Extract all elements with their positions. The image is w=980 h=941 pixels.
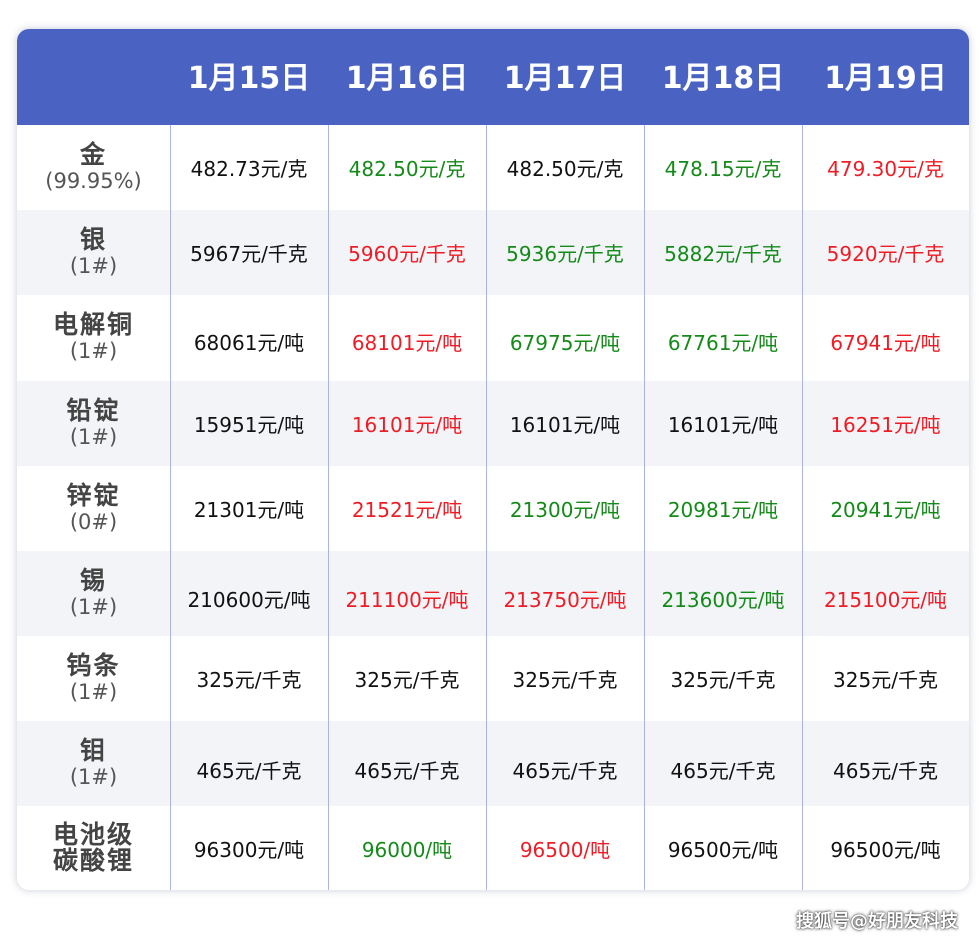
metal-name: 电解铜 [52,310,134,339]
header-date-2: 1月16日 [345,61,469,96]
price-cell: 20981元/吨 [667,498,779,522]
price-cell: 5882元/千克 [664,242,782,266]
price-cell: 21521元/吨 [351,498,463,522]
column-divider [170,125,171,890]
price-cell: 325元/千克 [196,668,302,692]
price-cell: 215100元/吨 [823,588,948,612]
table-row: 电解铜 (1#) 68061元/吨 68101元/吨 67975元/吨 67761元/吨 6… [17,295,969,381]
table-row: 钨条 (1#) 325元/千克 325元/千克 325元/千克 325元/千克 325元/千… [17,636,969,721]
header-date-3: 1月17日 [503,61,627,96]
row-label: 金 (99.95%) [17,125,170,210]
price-cell: 16101元/吨 [667,413,779,437]
metal-name: 金 [79,139,107,169]
price-cell: 482.73元/克 [190,157,308,181]
column-divider [644,125,645,890]
price-cell: 67761元/吨 [667,330,779,355]
price-table-card: 1月15日 1月16日 1月17日 1月18日 1月19日 金 (99.95%) 482.7… [17,29,969,890]
price-cell: 325元/千克 [670,668,776,692]
price-cell: 16101元/吨 [509,413,621,437]
metal-name: 钼 [79,735,107,765]
row-label: 电解铜 (1#) [17,295,170,381]
price-cell: 482.50元/克 [348,157,466,181]
column-divider [486,125,487,890]
price-cell: 210600元/吨 [187,588,311,612]
price-cell: 465元/千克 [670,759,776,783]
price-cell: 67975元/吨 [509,330,621,355]
table-row: 铅锭 (1#) 15951元/吨 16101元/吨 16101元/吨 16101元/吨 16… [17,381,969,466]
metal-grade: (1#) [69,339,118,363]
metal-grade: 碳酸锂 [52,846,134,875]
metal-grade: (1#) [69,764,118,789]
price-cell: 21301元/吨 [193,498,305,522]
table-row: 锌锭 (0#) 21301元/吨 21521元/吨 21300元/吨 20981元/吨 20… [17,466,969,551]
metal-name: 电池级 [52,820,134,849]
price-cell: 465元/千克 [196,759,302,783]
price-cell: 465元/千克 [354,759,460,783]
table-row: 银 (1#) 5967元/千克 5960元/千克 5936元/千克 5882元/千克 592… [17,210,969,295]
row-label: 锡 (1#) [17,551,170,636]
price-cell: 5967元/千克 [190,242,308,266]
price-cell: 68101元/吨 [351,330,463,355]
row-label: 钨条 (1#) [17,636,170,721]
table-row: 电池级 碳酸锂 96300元/吨 96000/吨 96500/吨 96500元/吨 9650… [17,806,969,890]
price-cell: 68061元/吨 [193,330,305,355]
row-label: 钼 (1#) [17,721,170,806]
price-cell: 20941元/吨 [830,498,941,522]
header-date-5: 1月19日 [824,61,947,96]
price-cell: 96300元/吨 [193,837,305,862]
price-cell: 67941元/吨 [830,330,941,355]
price-cell: 5920元/千克 [826,242,945,266]
row-label: 银 (1#) [17,210,170,295]
metal-name: 锡 [79,565,107,595]
price-cell: 16251元/吨 [830,413,941,437]
price-cell: 96500元/吨 [667,837,779,862]
price-cell: 213750元/吨 [503,588,627,612]
price-cell: 465元/千克 [512,759,618,783]
price-cell: 213600元/吨 [661,588,785,612]
row-label: 锌锭 (0#) [17,466,170,551]
price-cell: 482.50元/克 [506,157,624,181]
price-cell: 5960元/千克 [348,242,466,266]
price-cell: 479.30元/克 [827,157,944,181]
price-cell: 5936元/千克 [506,242,624,266]
table-header: 1月15日 1月16日 1月17日 1月18日 1月19日 [17,29,969,125]
row-label: 铅锭 (1#) [17,381,170,466]
metal-name: 锌锭 [66,480,121,510]
price-cell: 325元/千克 [512,668,618,692]
metal-name: 银 [79,224,107,254]
table-row: 金 (99.95%) 482.73元/克 482.50元/克 482.50元/克 478.… [17,125,969,210]
header-date-4: 1月18日 [661,61,785,96]
price-cell: 96500元/吨 [830,837,941,862]
price-cell: 211100元/吨 [345,588,469,612]
metal-grade: (1#) [69,424,118,449]
price-cell: 465元/千克 [833,759,938,783]
price-cell: 16101元/吨 [351,413,463,437]
column-divider [328,125,329,890]
column-divider [802,125,803,890]
metal-name: 铅锭 [66,395,121,425]
metal-grade: (1#) [69,679,118,704]
metal-grade: (99.95%) [45,168,142,193]
price-cell: 21300元/吨 [509,498,621,522]
price-cell: 325元/千克 [354,668,460,692]
metal-name: 钨条 [66,650,121,680]
table-row: 锡 (1#) 210600元/吨 211100元/吨 213750元/吨 213600元/… [17,551,969,636]
price-cell: 96000/吨 [361,837,453,862]
price-cell: 478.15元/克 [664,157,782,181]
metal-grade: (0#) [69,509,118,534]
header-date-1: 1月15日 [187,61,311,96]
price-cell: 15951元/吨 [193,413,305,437]
watermark: 搜狐号@好朋友科技 [796,911,958,932]
table-row: 钼 (1#) 465元/千克 465元/千克 465元/千克 465元/千克 465元/千克 [17,721,969,806]
metal-grade: (1#) [69,594,118,619]
row-label: 电池级 碳酸锂 [17,806,170,890]
price-cell: 96500/吨 [519,837,611,862]
price-cell: 325元/千克 [833,668,938,692]
metal-grade: (1#) [69,253,118,278]
